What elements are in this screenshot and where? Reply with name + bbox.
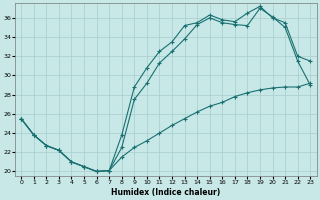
X-axis label: Humidex (Indice chaleur): Humidex (Indice chaleur) <box>111 188 220 197</box>
